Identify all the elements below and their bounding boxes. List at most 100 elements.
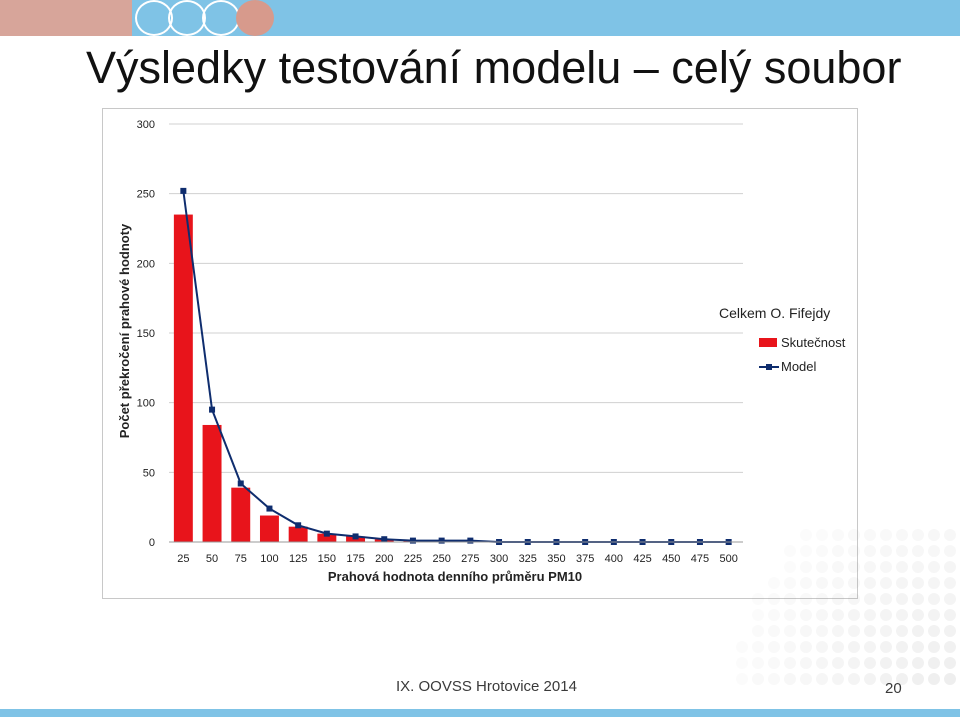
decor-dot	[816, 641, 828, 653]
decor-dot	[880, 625, 892, 637]
line-series	[180, 187, 732, 545]
legend-swatch-skutecnost	[759, 338, 777, 347]
decor-dot	[928, 545, 940, 557]
y-axis-label: Počet překročení prahové hodnoty	[117, 223, 132, 438]
marker-model	[352, 533, 359, 540]
x-tick-label: 325	[519, 553, 537, 565]
logo-circle-3	[202, 0, 240, 36]
marker-model	[438, 537, 445, 544]
decor-dot	[784, 593, 796, 605]
decor-dot	[832, 657, 844, 669]
y-tick-label: 0	[149, 537, 155, 549]
bar-skutecnost	[202, 424, 222, 542]
legend-label-model: Model	[781, 359, 817, 374]
decor-dot	[784, 641, 796, 653]
x-tick-label: 250	[432, 553, 450, 565]
decor-dot	[896, 561, 908, 573]
decor-dot	[880, 529, 892, 541]
decor-dot	[864, 561, 876, 573]
chart-frame: 0 50 100 150 200 250 300 25 50 75 100 125 150 175 200…	[102, 108, 858, 599]
decor-dot	[928, 625, 940, 637]
y-tick-label: 300	[137, 119, 155, 131]
bar-series	[173, 214, 480, 543]
x-tick-label: 475	[691, 553, 709, 565]
bottom-decor-band	[0, 709, 960, 717]
decor-dot	[800, 577, 812, 589]
decor-dot	[784, 657, 796, 669]
decor-dot	[848, 577, 860, 589]
x-tick-label: 200	[375, 553, 393, 565]
marker-model	[381, 536, 388, 543]
decor-dot	[736, 673, 748, 685]
x-tick-label: 100	[260, 553, 278, 565]
decor-dot	[896, 673, 908, 685]
decor-dot	[864, 529, 876, 541]
logo-circle-4	[236, 0, 274, 36]
decor-dot	[944, 545, 956, 557]
decor-dot	[912, 657, 924, 669]
x-tick-label: 300	[490, 553, 508, 565]
decor-dot	[912, 593, 924, 605]
decor-dot	[816, 609, 828, 621]
x-tick-label: 175	[346, 553, 364, 565]
decor-dot	[864, 609, 876, 621]
decor-dot	[832, 593, 844, 605]
decor-dot	[896, 529, 908, 541]
decor-dot	[864, 625, 876, 637]
page-number: 20	[885, 680, 902, 697]
bar-skutecnost	[173, 214, 193, 543]
bar-skutecnost	[231, 487, 251, 542]
decor-dot	[896, 657, 908, 669]
decor-dot	[864, 673, 876, 685]
decor-dot	[896, 593, 908, 605]
x-tick-label: 350	[547, 553, 565, 565]
y-tick-label: 200	[137, 258, 155, 270]
decor-dot	[848, 529, 860, 541]
decor-dot	[912, 625, 924, 637]
decor-dot	[896, 609, 908, 621]
decor-dot	[832, 561, 844, 573]
decor-dot	[944, 625, 956, 637]
decor-dot	[896, 545, 908, 557]
decor-dot	[800, 561, 812, 573]
decor-dot	[784, 545, 796, 557]
legend-title: Celkem O. Fifejdy	[719, 305, 830, 321]
decor-dot	[848, 641, 860, 653]
decor-dot	[864, 593, 876, 605]
decor-dot	[800, 529, 812, 541]
decor-dot	[816, 673, 828, 685]
decor-dot	[928, 577, 940, 589]
decor-dot	[784, 561, 796, 573]
decor-dot	[944, 577, 956, 589]
decor-dot	[816, 545, 828, 557]
decor-dot	[864, 641, 876, 653]
decor-dot	[928, 609, 940, 621]
decor-dot	[816, 657, 828, 669]
marker-model	[266, 505, 273, 512]
marker-model	[209, 406, 216, 413]
decor-dot	[848, 657, 860, 669]
x-axis-label: Prahová hodnota denního průměru PM10	[328, 569, 582, 584]
decor-dot	[784, 625, 796, 637]
legend: Skutečnost Model	[759, 335, 846, 374]
marker-model	[180, 187, 187, 194]
decor-dot	[800, 545, 812, 557]
decor-dot	[816, 529, 828, 541]
decor-dot	[912, 545, 924, 557]
decor-dot	[800, 657, 812, 669]
x-tick-label: 225	[404, 553, 422, 565]
decor-dot	[912, 641, 924, 653]
decor-dot	[784, 577, 796, 589]
line-model	[182, 190, 729, 543]
decor-dot	[928, 673, 940, 685]
chart-gridlines	[169, 123, 743, 543]
y-tick-label: 50	[143, 467, 155, 479]
decor-dot	[880, 673, 892, 685]
decor-dot	[864, 545, 876, 557]
decor-dot	[816, 561, 828, 573]
decor-dot	[944, 529, 956, 541]
decor-dot	[832, 641, 844, 653]
decor-dot	[944, 609, 956, 621]
x-tick-label: 425	[633, 553, 651, 565]
decor-dot	[832, 545, 844, 557]
